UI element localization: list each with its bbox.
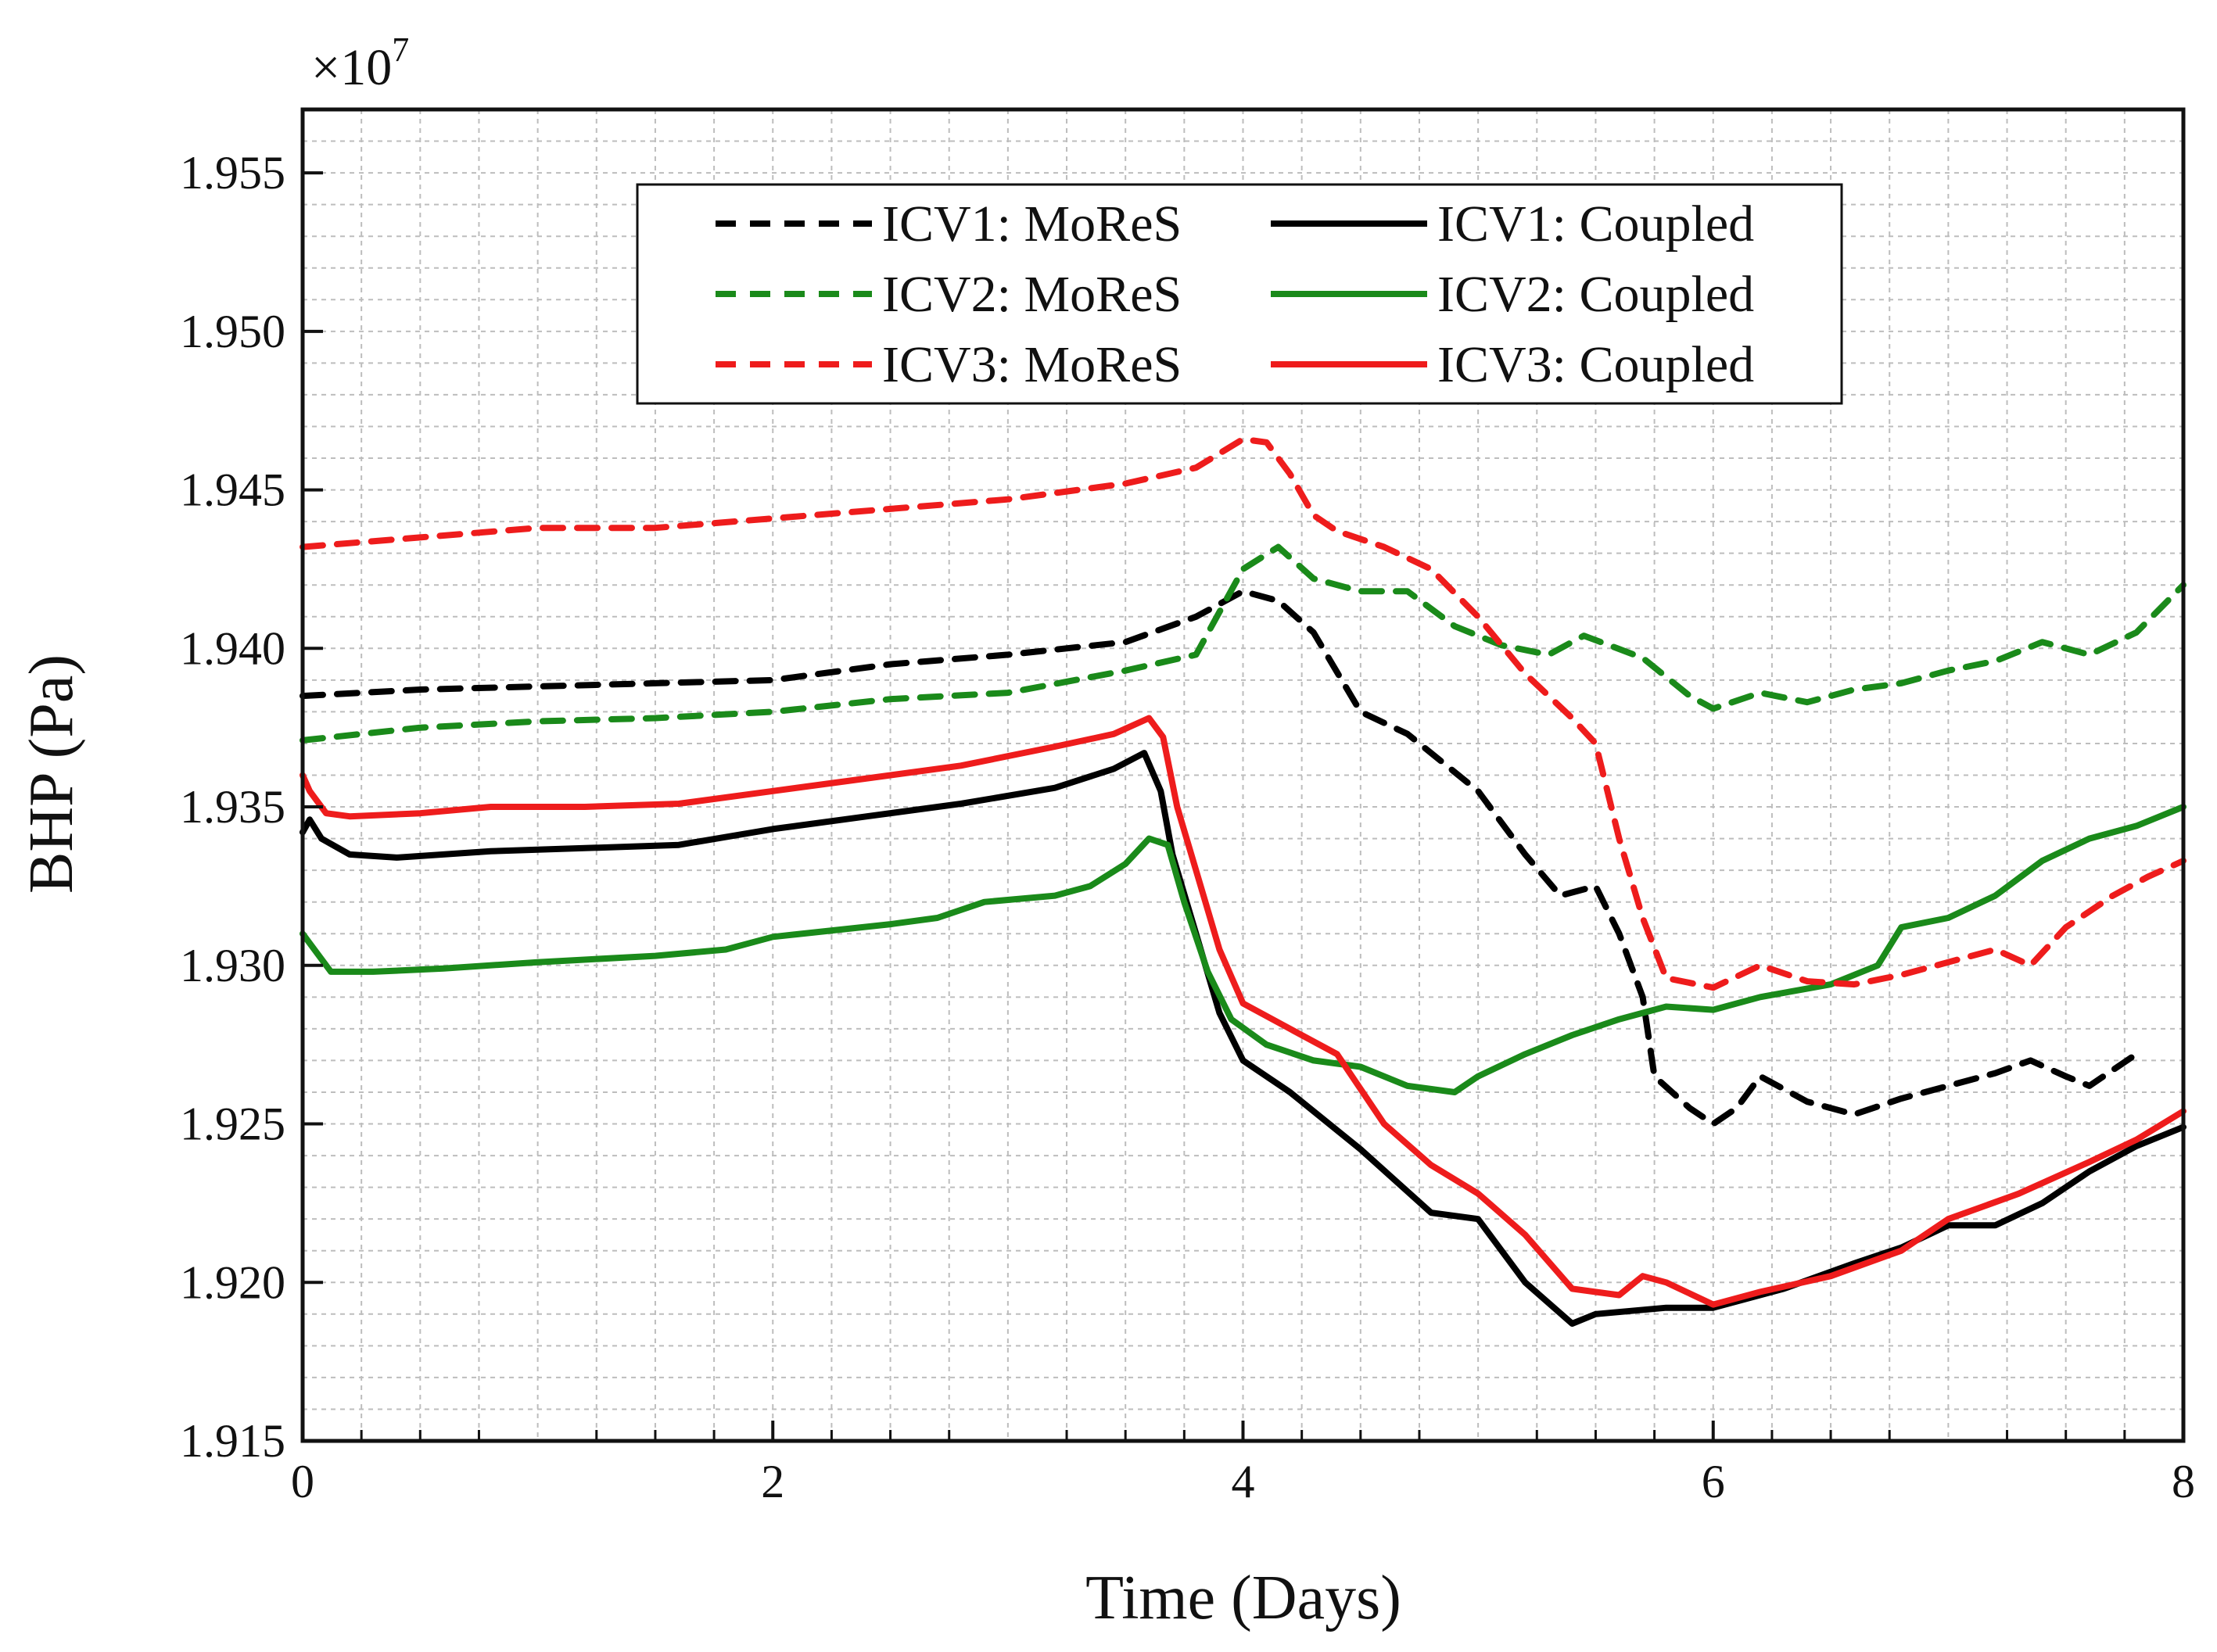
series-icv3-coupled: [300, 715, 2187, 1308]
y-tick-label: 1.955: [180, 147, 285, 199]
y-axis-title: BHP (Pa): [17, 654, 86, 894]
x-axis-title: Time (Days): [1085, 1564, 1401, 1632]
series-icv2-mores: [300, 543, 2187, 744]
legend-label-icv3-mores: ICV3: MoReS: [882, 336, 1182, 393]
y-tick-label: 1.940: [180, 622, 285, 674]
x-tick-label: 0: [291, 1456, 314, 1507]
y-tick-label: 1.945: [180, 464, 285, 516]
y-multiplier: ×107: [311, 30, 409, 96]
x-tick-label: 8: [2172, 1456, 2195, 1507]
legend-label-icv3-coupled: ICV3: Coupled: [1437, 336, 1754, 393]
axis-ticks: 0 2 4 6 8 1.915 1.920 1.925 1.930 1.935 1.940 1.945…: [180, 147, 2195, 1507]
legend: ICV1: MoReS ICV1: Coupled ICV2: MoReS ICV2:…: [636, 183, 1843, 405]
series-icv3-mores: [300, 435, 2187, 991]
plot-frame: [300, 107, 2186, 1443]
y-tick-label: 1.930: [180, 940, 285, 991]
series-icv1-mores: [300, 588, 2140, 1127]
legend-label-icv2-mores: ICV2: MoReS: [882, 266, 1182, 323]
series-icv2-coupled: [300, 804, 2187, 1095]
y-tick-label: 1.925: [180, 1098, 285, 1150]
plot-series: [300, 435, 2187, 1327]
x-tick-label: 4: [1232, 1456, 1255, 1507]
legend-label-icv1-mores: ICV1: MoReS: [882, 195, 1182, 253]
y-tick-label: 1.935: [180, 781, 285, 833]
x-tick-label: 6: [1702, 1456, 1725, 1507]
legend-label-icv1-coupled: ICV1: Coupled: [1437, 195, 1754, 253]
y-tick-label: 1.920: [180, 1256, 285, 1308]
legend-label-icv2-coupled: ICV2: Coupled: [1437, 266, 1754, 323]
y-tick-label: 1.915: [180, 1415, 285, 1467]
y-tick-label: 1.950: [180, 306, 285, 357]
x-tick-label: 2: [761, 1456, 784, 1507]
